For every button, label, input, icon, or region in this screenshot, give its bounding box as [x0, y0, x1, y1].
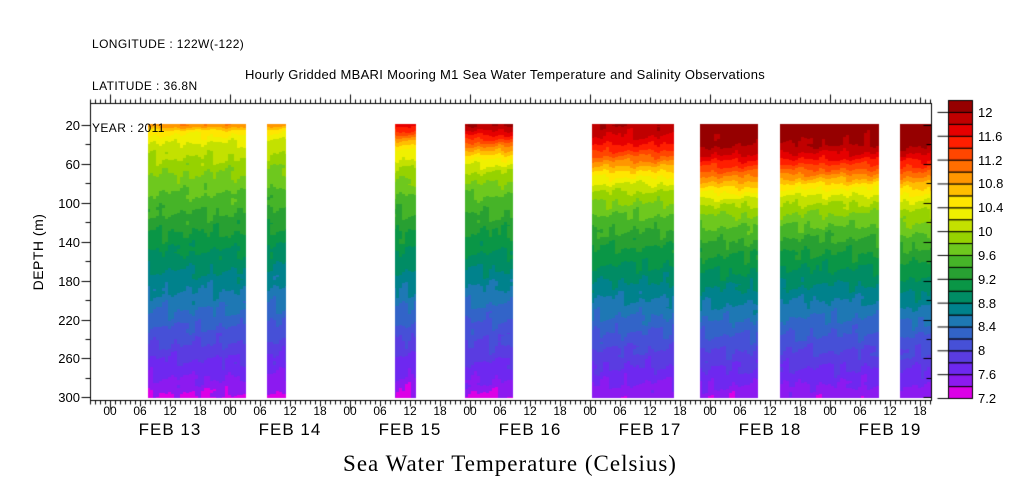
- x-hour-label: 00: [703, 404, 717, 418]
- colorbar-tick-label: 8: [978, 343, 986, 359]
- y-tick-label: 100: [58, 195, 80, 211]
- y-tick-label: 260: [58, 351, 80, 367]
- y-tick-label: 180: [58, 273, 80, 289]
- y-tick-label: 20: [65, 118, 80, 133]
- x-hour-label: 06: [853, 404, 867, 418]
- colorbar-tick-label: 10: [978, 224, 993, 240]
- x-hour-label: 12: [763, 404, 777, 418]
- meta-longitude: LONGITUDE : 122W(-122): [92, 37, 245, 51]
- x-hour-label: 06: [373, 404, 387, 418]
- colorbar-tick-label: 8.4: [978, 319, 997, 335]
- x-hour-label: 12: [523, 404, 537, 418]
- colorbar-tick-label: 7.2: [978, 391, 997, 406]
- y-tick-label: 220: [58, 312, 80, 328]
- metadata-block: LONGITUDE : 122W(-122) LATITUDE : 36.8N …: [92, 9, 244, 163]
- x-day-label: FEB 19: [858, 420, 922, 439]
- x-hour-label: 18: [193, 404, 207, 418]
- x-hour-label: 06: [493, 404, 507, 418]
- colorbar-tick-label: 9.2: [978, 271, 997, 287]
- colorbar-tick-label: 11.6: [978, 128, 1003, 144]
- x-hour-label: 00: [463, 404, 477, 418]
- meta-year: YEAR : 2011: [92, 121, 165, 135]
- x-hour-label: 06: [253, 404, 267, 418]
- x-hour-label: 18: [913, 404, 927, 418]
- x-hour-label: 18: [433, 404, 447, 418]
- x-hour-label: 12: [283, 404, 297, 418]
- y-tick-label: 300: [58, 390, 80, 406]
- x-day-label: FEB 16: [498, 420, 562, 439]
- x-hour-label: 00: [223, 404, 237, 418]
- colorbar-tick-label: 11.2: [978, 152, 1003, 168]
- x-hour-label: 12: [163, 404, 177, 418]
- x-hour-label: 12: [643, 404, 657, 418]
- x-day-label: FEB 18: [738, 420, 802, 439]
- x-hour-label: 06: [733, 404, 747, 418]
- meta-latitude: LATITUDE : 36.8N: [92, 79, 198, 93]
- x-day-label: FEB 15: [378, 420, 442, 439]
- x-hour-label: 00: [103, 404, 117, 418]
- x-hour-label: 00: [343, 404, 357, 418]
- x-hour-label: 00: [823, 404, 837, 418]
- x-hour-label: 18: [673, 404, 687, 418]
- x-day-label: FEB 17: [618, 420, 682, 439]
- x-hour-label: 18: [793, 404, 807, 418]
- colorbar-tick-label: 10.4: [978, 200, 1004, 216]
- bottom-title: Sea Water Temperature (Celsius): [343, 451, 677, 476]
- plot-title: Hourly Gridded MBARI Mooring M1 Sea Wate…: [244, 67, 766, 82]
- x-day-label: FEB 13: [138, 420, 202, 439]
- colorbar-tick-label: 10.8: [978, 176, 1004, 192]
- y-tick-label: 60: [65, 156, 80, 172]
- colorbar-tick-label: 7.6: [978, 367, 997, 383]
- x-hour-label: 06: [613, 404, 627, 418]
- x-day-label: FEB 14: [258, 420, 322, 439]
- colorbar-tick-label: 12: [978, 104, 993, 120]
- colorbar-tick-label: 9.6: [978, 247, 997, 263]
- x-hour-label: 12: [883, 404, 897, 418]
- colorbar-tick-label: 8.8: [978, 295, 997, 311]
- x-hour-label: 18: [313, 404, 327, 418]
- x-hour-label: 00: [583, 404, 597, 418]
- x-hour-label: 12: [403, 404, 417, 418]
- x-hour-label: 06: [133, 404, 147, 418]
- y-tick-label: 140: [58, 234, 80, 250]
- x-hour-label: 18: [553, 404, 567, 418]
